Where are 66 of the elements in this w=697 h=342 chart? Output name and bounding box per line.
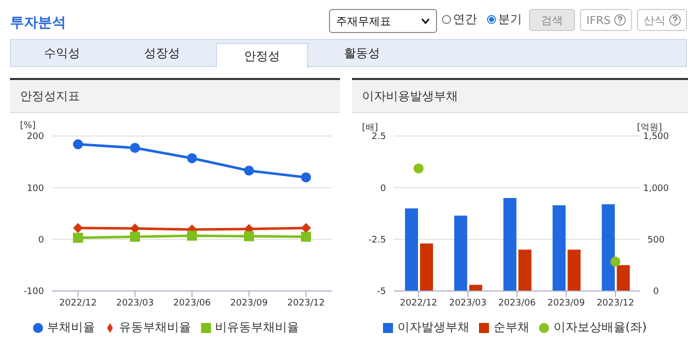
bar	[454, 216, 468, 291]
x-tick-label: 2022/12	[400, 298, 438, 308]
text: IFRS	[586, 14, 611, 26]
y-tick-label: 2.5	[372, 132, 386, 142]
text: 주재무제표	[336, 14, 391, 28]
point	[301, 172, 311, 182]
y-tick-label: -100	[24, 287, 44, 298]
y-tick-label: 100	[26, 184, 44, 194]
point	[301, 232, 311, 242]
x-tick-label: 2023/12	[596, 298, 634, 308]
y2-tick-label: 500	[647, 236, 665, 246]
point	[130, 223, 140, 234]
bar	[552, 205, 566, 291]
text: 분기	[498, 11, 522, 28]
y-tick-label: -2.5	[368, 236, 386, 246]
x-tick-label: 2022/12	[59, 298, 97, 308]
bar	[518, 250, 532, 291]
legend-label: 이자발생부채	[397, 320, 470, 334]
y-tick-label: 200	[26, 132, 44, 142]
bar	[602, 204, 615, 291]
text: 연간	[453, 11, 477, 28]
x-tick-label: 2023/06	[498, 298, 536, 308]
y-axis-title: [배]	[362, 122, 378, 133]
x-tick-label: 2023/03	[449, 298, 486, 308]
x-tick-label: 2023/09	[548, 298, 586, 308]
y2-tick-label: 0	[653, 287, 660, 298]
y-tick-label: 0	[380, 184, 386, 194]
text: 검색	[541, 12, 563, 28]
text: 투자분석	[10, 14, 66, 32]
text: 활동성	[343, 45, 381, 62]
bar	[616, 265, 630, 291]
y-axis-title: [%]	[20, 121, 36, 131]
point	[244, 166, 254, 176]
y2-axis-title: [억원]	[636, 122, 662, 133]
bar	[503, 198, 516, 291]
point	[130, 232, 140, 242]
y-tick-label: 0	[38, 236, 44, 246]
x-tick-label: 2023/03	[116, 298, 154, 308]
legend-label: 이자보상배율(좌)	[553, 320, 647, 334]
x-tick-label: 2023/06	[173, 298, 211, 308]
legend-label: 부채비율	[47, 320, 95, 334]
legend-label: 비유동부채비율	[215, 320, 299, 334]
x-tick-label: 2023/09	[230, 298, 268, 308]
x-tick-label: 2023/12	[287, 298, 325, 308]
text: 수익성	[43, 45, 81, 62]
point	[130, 142, 140, 153]
point	[73, 222, 83, 233]
point	[187, 230, 197, 241]
text: 안정성	[216, 43, 308, 68]
legend-label: 유동부채비율	[119, 320, 191, 334]
bar	[420, 243, 433, 291]
y2-tick-label: 1,500	[643, 132, 670, 142]
legend-label: 순부채	[493, 320, 530, 334]
point	[301, 222, 311, 233]
point	[73, 232, 83, 243]
chart-title: 안정성지표	[10, 80, 340, 113]
point	[244, 231, 254, 242]
bar	[568, 250, 581, 291]
chart-title: 이자비용발생부채	[352, 80, 688, 113]
bar	[405, 208, 418, 291]
y2-tick-label: 1,000	[643, 184, 670, 194]
text: 성장성	[143, 45, 181, 62]
y-tick-label: -5	[377, 287, 386, 298]
point	[73, 139, 83, 150]
text: 산식	[644, 12, 666, 28]
point	[187, 153, 197, 164]
